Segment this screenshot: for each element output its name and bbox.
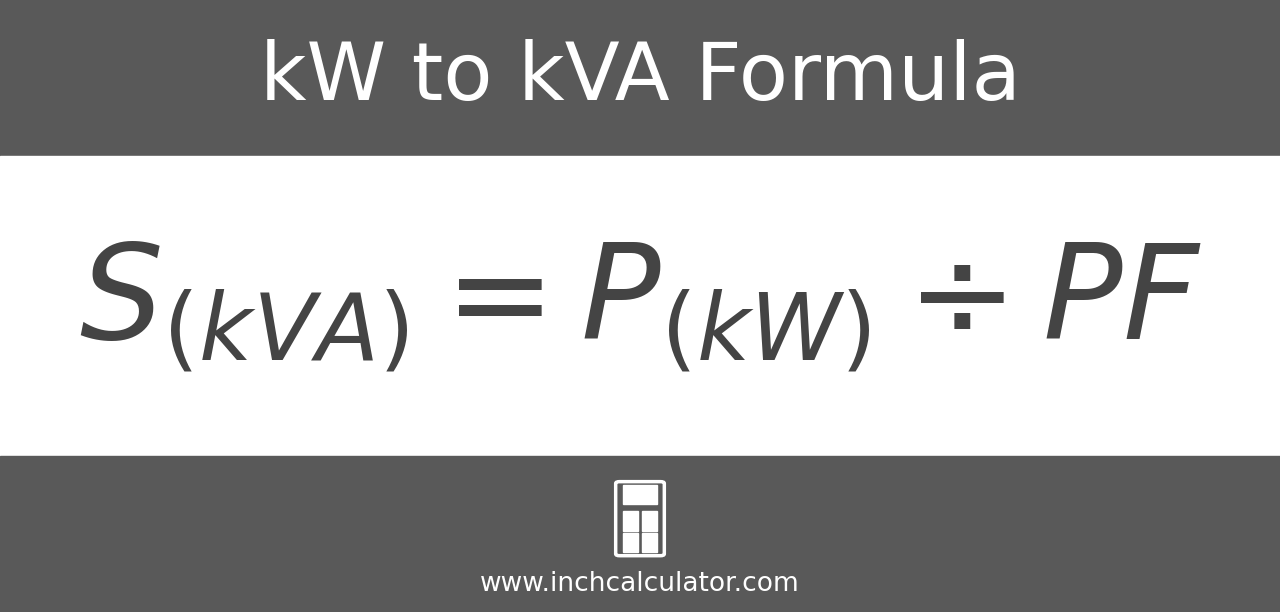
FancyBboxPatch shape [616,482,664,556]
Bar [623,511,637,531]
Bar [0,456,1280,612]
Bar [643,532,657,552]
Text: kW to kVA Formula: kW to kVA Formula [260,39,1020,117]
Text: $\mathit{S}_{\mathit{(kVA)}} = \mathit{P}_{\mathit{(kW)}} \div \mathit{PF}$: $\mathit{S}_{\mathit{(kVA)}} = \mathit{P… [78,239,1202,373]
Bar [623,485,657,504]
Bar [0,156,1280,456]
Bar [643,511,657,531]
Bar [0,0,1280,156]
Text: www.inchcalculator.com: www.inchcalculator.com [480,571,800,597]
Bar [623,532,637,552]
